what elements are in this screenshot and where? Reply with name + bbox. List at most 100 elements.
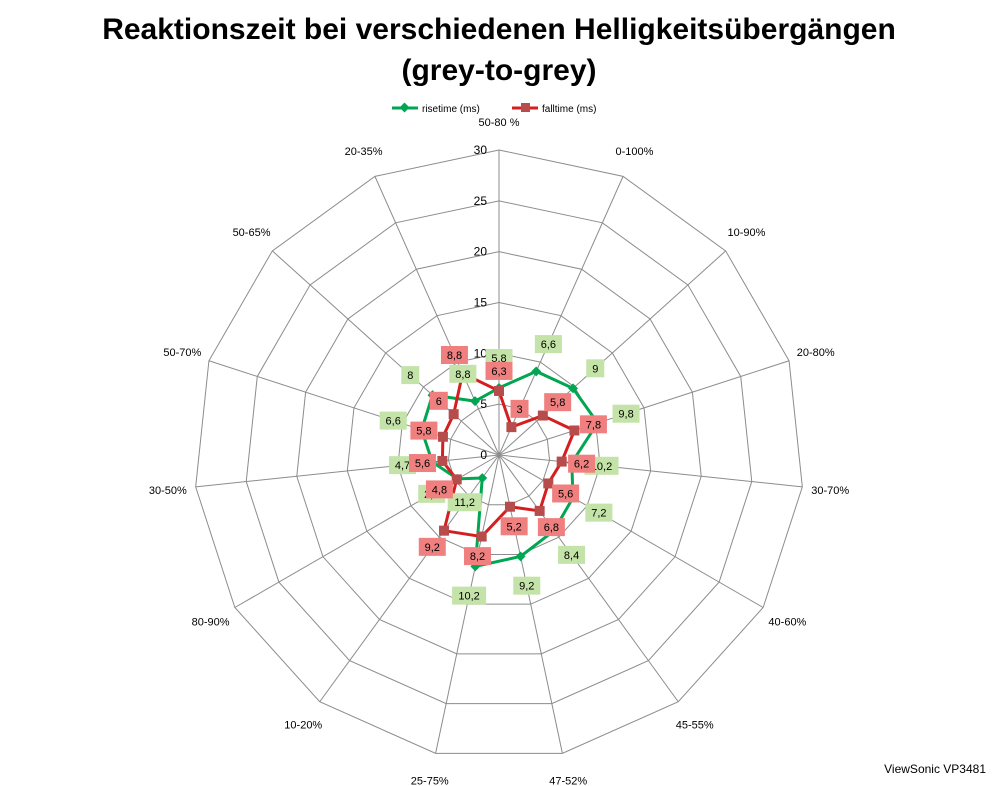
data-label-text: 4,8 (432, 484, 447, 496)
data-label-text: 11,2 (454, 497, 475, 509)
data-label-falltime: 7,8 (579, 415, 607, 434)
data-label-falltime: 6 (429, 391, 448, 410)
data-label-text: 6 (436, 396, 442, 408)
data-point (537, 410, 548, 421)
data-label-bg (558, 545, 586, 564)
data-label-text: 6,6 (386, 416, 401, 428)
data-label-text: 7,8 (586, 419, 601, 431)
data-label-text: 7,2 (591, 508, 606, 520)
data-point (556, 456, 567, 467)
data-label-text: 8,2 (470, 551, 485, 563)
grid-spoke (498, 360, 790, 456)
category-label: 0-100% (615, 146, 653, 158)
data-label-text: 6,6 (541, 339, 556, 351)
data-point (543, 478, 554, 489)
data-label-bg (534, 335, 562, 354)
data-label-text: 5,6 (558, 488, 573, 500)
data-label-text: 9,2 (519, 581, 534, 593)
category-label: 30-70% (811, 485, 849, 497)
data-point (494, 385, 504, 396)
data-label-bg (544, 393, 572, 412)
data-point (477, 473, 488, 483)
category-label: 20-35% (345, 146, 383, 158)
tick-label: 30 (474, 143, 488, 157)
category-label: 45-55% (676, 719, 714, 731)
category-label: 20-80% (797, 347, 835, 359)
data-label-text: 3 (516, 404, 522, 416)
legend-falltime-marker (521, 103, 530, 112)
data-point (515, 551, 526, 562)
data-label-risetime: 9,8 (612, 404, 640, 423)
data-label-bg (464, 547, 492, 566)
data-label-text: 8,4 (564, 550, 579, 562)
data-label-bg (379, 411, 407, 430)
grid-spoke (195, 454, 500, 488)
category-label: 25-75% (411, 776, 449, 786)
data-label-text: 5,2 (507, 521, 522, 533)
grid-spoke (498, 454, 764, 608)
category-label: 30-50% (149, 485, 187, 497)
data-label-bg (579, 415, 607, 434)
data-label-falltime: 8,2 (464, 547, 492, 566)
grid-spoke (498, 454, 679, 703)
data-label-falltime: 6,8 (537, 518, 565, 537)
data-label-risetime: 6,6 (379, 411, 407, 430)
data-label-risetime: 8 (401, 366, 420, 385)
grid-ring-20 (296, 251, 702, 655)
chart-title-line-2: (grey-to-grey) (401, 54, 596, 87)
data-point (470, 396, 480, 407)
data-point (476, 531, 487, 542)
data-label-bg (429, 391, 448, 410)
grid-spoke (208, 360, 500, 456)
data-label-layer: 5,86,699,810,27,28,49,210,211,22,84,76,6… (379, 335, 640, 605)
data-point (451, 474, 462, 485)
data-label-risetime: 6,6 (534, 335, 562, 354)
tick-label: 20 (474, 245, 488, 259)
data-label-text: 10,2 (591, 461, 612, 473)
grid-spoke (498, 454, 803, 488)
data-label-bg (447, 493, 482, 512)
data-label-text: 8,8 (447, 350, 462, 362)
data-label-bg (612, 404, 640, 423)
data-point (437, 455, 448, 466)
category-label: 40-60% (768, 617, 806, 629)
data-point (534, 505, 545, 516)
legend-falltime-label: falltime (ms) (542, 104, 596, 115)
data-label-text: 8,8 (455, 369, 470, 381)
category-label: 50-65% (233, 227, 271, 239)
data-label-falltime: 4,8 (425, 480, 453, 499)
tick-label: 15 (474, 296, 488, 310)
data-label-risetime: 9,2 (513, 576, 541, 595)
category-label: 10-90% (728, 227, 766, 239)
tick-label: 0 (480, 448, 487, 462)
radial-tick-labels: 0 5 10 15 20 25 30 (474, 143, 488, 462)
data-label-bg (418, 537, 446, 556)
legend-risetime-marker (399, 102, 410, 113)
data-label-bg (425, 480, 453, 499)
category-label: 50-70% (163, 347, 201, 359)
grid-spoke (498, 250, 726, 456)
footer-text: ViewSonic VP3481 (884, 762, 986, 776)
data-label-bg (500, 517, 528, 536)
legend: risetime (ms) falltime (ms) (392, 102, 596, 115)
tick-label: 5 (480, 397, 487, 411)
data-label-bg (513, 576, 541, 595)
data-label-falltime: 6,2 (568, 454, 596, 473)
radar-grid (195, 149, 803, 754)
data-label-bg (401, 366, 420, 385)
legend-risetime-label: risetime (ms) (422, 104, 480, 115)
data-label-falltime: 9,2 (418, 537, 446, 556)
category-label: 10-20% (284, 719, 322, 731)
data-label-falltime: 5,8 (410, 421, 438, 440)
data-point (569, 425, 580, 436)
data-label-risetime: 8,4 (558, 545, 586, 564)
data-label-risetime: 9 (586, 359, 605, 378)
grid-ring-5 (447, 403, 551, 506)
data-label-text: 5,6 (415, 458, 430, 470)
data-label-bg (510, 399, 529, 418)
category-label: 80-90% (192, 617, 230, 629)
data-label-text: 4,7 (395, 460, 410, 472)
data-label-falltime: 5,6 (552, 484, 580, 503)
data-label-bg (586, 359, 605, 378)
